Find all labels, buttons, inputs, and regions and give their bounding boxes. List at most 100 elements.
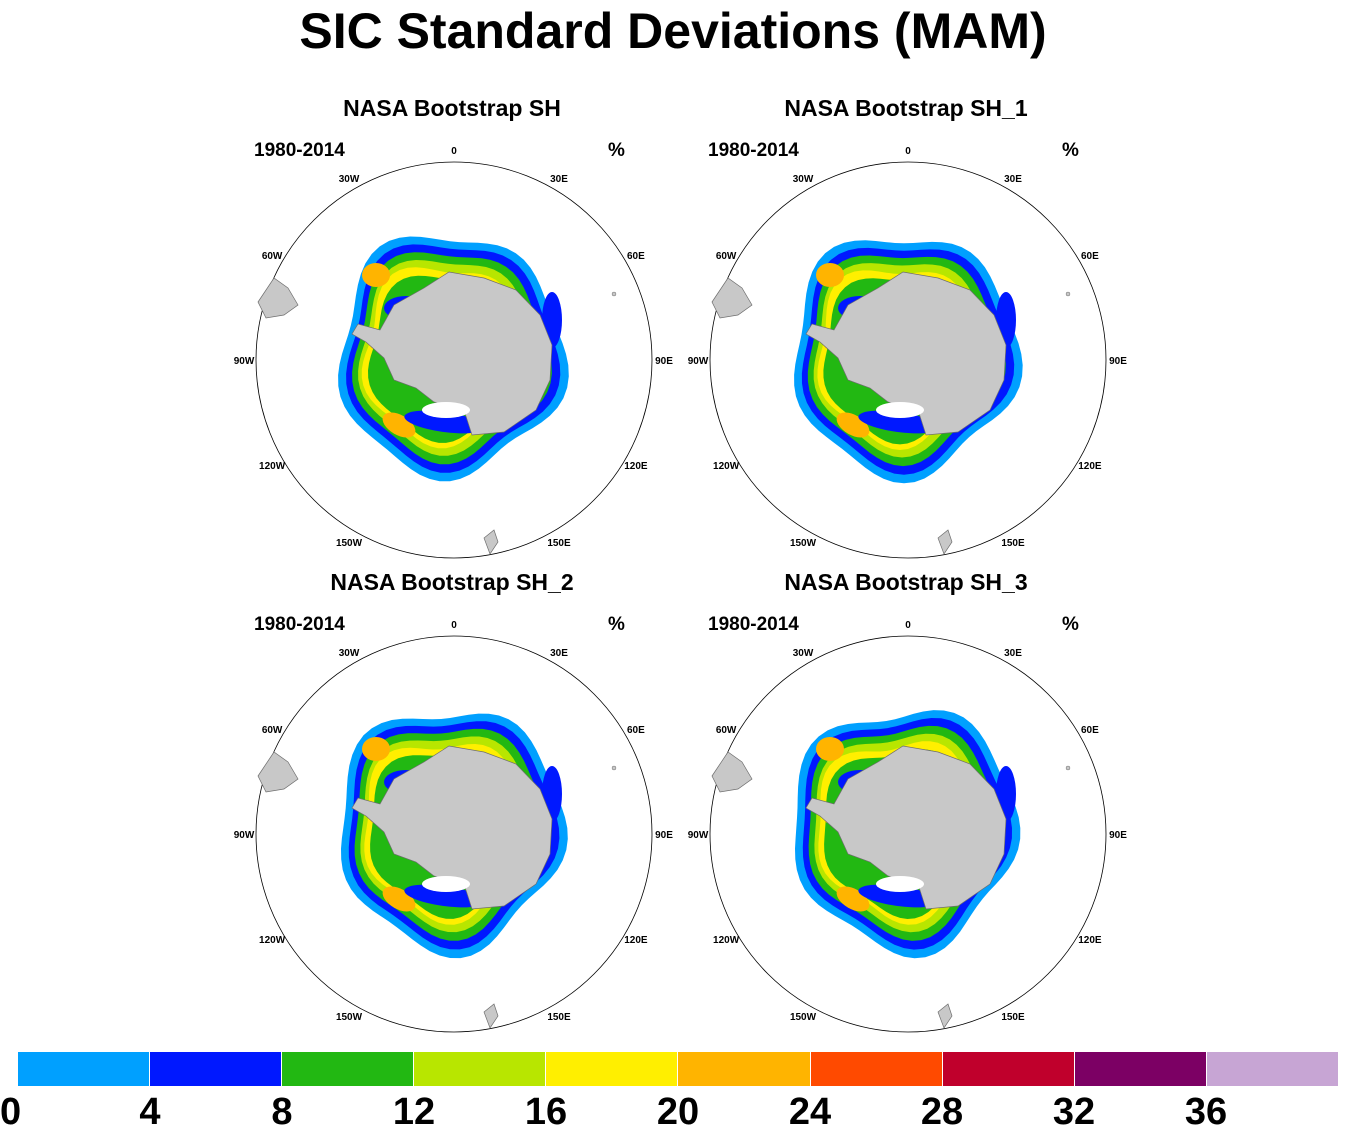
colorbar-label: 20	[656, 1091, 700, 1133]
colorbar-label: 24	[788, 1091, 832, 1133]
panel-units: %	[1062, 614, 1079, 635]
map-panel: NASA Bootstrap SH_2 1980-2014% 0 30E 60E 90E 1…	[222, 569, 702, 1033]
colorbar-swatch	[810, 1052, 943, 1086]
panel-units: %	[1062, 140, 1079, 161]
colorbar-label: 12	[392, 1091, 436, 1133]
colorbar-label: 0	[0, 1091, 22, 1133]
longitude-label: 150E	[1001, 1012, 1025, 1023]
antarctica-landmass	[351, 271, 553, 436]
south-america-landmass	[711, 751, 753, 793]
panel-period: 1980-2014	[254, 140, 345, 161]
colorbar	[18, 1052, 1338, 1086]
longitude-label: 0	[905, 146, 911, 157]
colorbar-label: 8	[271, 1091, 293, 1133]
antarctica-landmass	[805, 271, 1007, 436]
south-america-landmass	[257, 277, 299, 319]
panel-units: %	[608, 140, 625, 161]
longitude-label: 150W	[336, 538, 363, 549]
colorbar-swatch	[150, 1052, 283, 1086]
map-panel: NASA Bootstrap SH 1980-2014% 0 30E 60E 90E 120…	[222, 95, 702, 559]
longitude-label: 90E	[1109, 830, 1127, 841]
south-america-landmass	[257, 751, 299, 793]
colorbar-swatch	[942, 1052, 1075, 1086]
patch-ross	[404, 884, 484, 908]
colorbar-swatch	[18, 1052, 151, 1086]
polar-map: 030E60E90E120E150E180150W120W90W60W30W	[688, 146, 1127, 559]
longitude-label: 150E	[547, 538, 571, 549]
panel-title: NASA Bootstrap SH	[343, 95, 561, 121]
patch-ross	[404, 410, 484, 434]
hotspot-weddell	[362, 263, 390, 287]
antarctica-landmass	[351, 745, 553, 910]
hotspot-weddell	[362, 737, 390, 761]
ice-shelf	[876, 402, 924, 418]
island-landmass	[937, 1003, 953, 1029]
panel-title: NASA Bootstrap SH_1	[784, 95, 1028, 121]
ice-shelf	[422, 876, 470, 892]
longitude-label: 0	[451, 146, 457, 157]
longitude-label: 60E	[1081, 725, 1099, 736]
polar-map: 030E60E90E120E150E180150W120W90W60W30W	[234, 146, 673, 559]
longitude-label: 30E	[1004, 648, 1022, 659]
longitude-label: 30E	[550, 648, 568, 659]
colorbar-swatch	[1206, 1052, 1338, 1086]
ice-shelf	[422, 402, 470, 418]
longitude-label: 60W	[262, 251, 283, 262]
longitude-label: 60W	[716, 251, 737, 262]
panel-period: 1980-2014	[708, 614, 799, 635]
longitude-label: 150E	[547, 1012, 571, 1023]
island-landmass	[483, 1003, 499, 1029]
colorbar-swatch	[414, 1052, 547, 1086]
longitude-label: 90W	[234, 356, 255, 367]
longitude-label: 30W	[793, 174, 814, 185]
colorbar-swatch	[546, 1052, 679, 1086]
longitude-label: 150W	[790, 538, 817, 549]
panel-units: %	[608, 614, 625, 635]
longitude-label: 150W	[790, 1012, 817, 1023]
patch-ross	[858, 410, 938, 434]
longitude-label: 120W	[259, 935, 286, 946]
main-title: SIC Standard Deviations (MAM)	[299, 3, 1047, 59]
longitude-label: 30W	[339, 174, 360, 185]
colorbar-label: 28	[920, 1091, 964, 1133]
patch-ross	[858, 884, 938, 908]
longitude-label: 30W	[339, 648, 360, 659]
colorbar-label: 32	[1052, 1091, 1096, 1133]
longitude-label: 60E	[627, 251, 645, 262]
longitude-label: 60W	[716, 725, 737, 736]
longitude-label: 90E	[655, 356, 673, 367]
panel-title: NASA Bootstrap SH_2	[330, 569, 574, 595]
longitude-label: 90E	[655, 830, 673, 841]
colorbar-label: 36	[1184, 1091, 1228, 1133]
longitude-label: 120E	[1078, 935, 1102, 946]
colorbar-swatch	[1074, 1052, 1207, 1086]
ice-shelf	[876, 876, 924, 892]
longitude-label: 60W	[262, 725, 283, 736]
hotspot-weddell	[816, 737, 844, 761]
island-landmass	[611, 765, 617, 771]
island-landmass	[611, 291, 617, 297]
longitude-label: 0	[451, 620, 457, 631]
longitude-label: 60E	[627, 725, 645, 736]
longitude-label: 120E	[624, 461, 648, 472]
panel-title: NASA Bootstrap SH_3	[784, 569, 1028, 595]
longitude-label: 30E	[1004, 174, 1022, 185]
map-panel: NASA Bootstrap SH_3 1980-2014% 0 30E 60E 90E 1…	[676, 569, 1156, 1033]
longitude-label: 90W	[688, 830, 709, 841]
antarctica-landmass	[805, 745, 1007, 910]
hotspot-weddell	[816, 263, 844, 287]
south-america-landmass	[711, 277, 753, 319]
longitude-label: 120E	[1078, 461, 1102, 472]
island-landmass	[937, 529, 953, 555]
polar-map: 030E60E90E120E150E180150W120W90W60W30W	[234, 620, 673, 1033]
colorbar-swatch	[282, 1052, 415, 1086]
panel-period: 1980-2014	[708, 140, 799, 161]
colorbar-label: 16	[524, 1091, 568, 1133]
longitude-label: 30E	[550, 174, 568, 185]
longitude-label: 120W	[259, 461, 286, 472]
longitude-label: 0	[905, 620, 911, 631]
longitude-label: 90E	[1109, 356, 1127, 367]
longitude-label: 30W	[793, 648, 814, 659]
longitude-label: 120W	[713, 461, 740, 472]
colorbar-swatch	[678, 1052, 811, 1086]
